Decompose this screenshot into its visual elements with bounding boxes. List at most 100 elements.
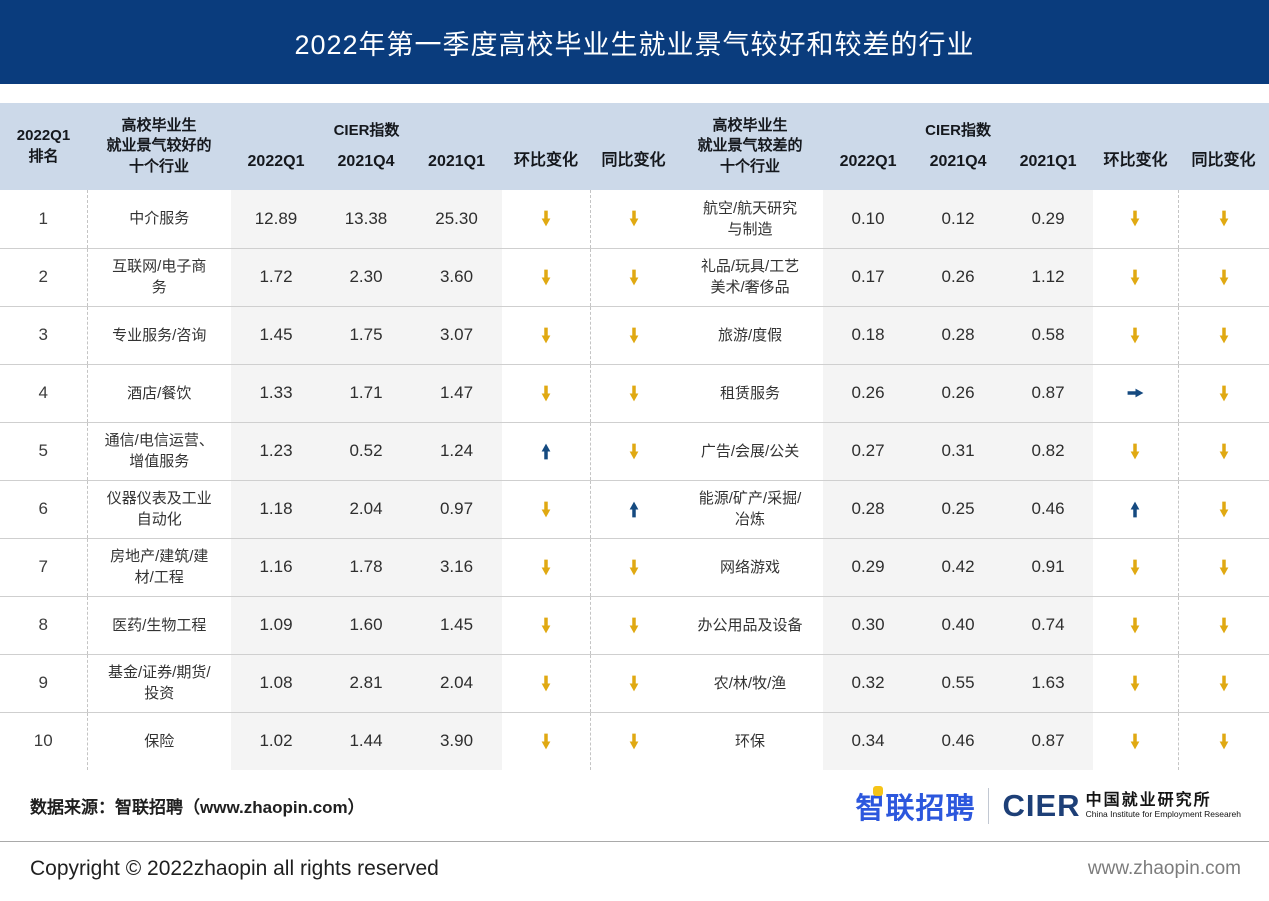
footer-source-row: 数据来源：智联招聘（www.zhaopin.com） 智联招聘 CIER 中国就…	[0, 770, 1269, 841]
cier-value-cell: 1.08	[231, 653, 321, 712]
down-arrow-icon	[1130, 210, 1140, 227]
cier-value-cell: 0.27	[823, 421, 914, 480]
good-industry-cell: 仪器仪表及工业 自动化	[86, 479, 231, 538]
year-col-header: 2021Q4	[321, 143, 411, 190]
rank-cell: 10	[0, 711, 87, 770]
table-row: 3 专业服务/咨询 1.45 1.75 3.07 旅游/度假 0.18 0.28…	[0, 305, 1269, 364]
industry-prosperity-table: 2022Q1 排名 高校毕业生 就业景气较好的 十个行业 CIER指数 环比变化…	[0, 103, 1269, 770]
yoy-change-cell	[1177, 190, 1269, 248]
good-industry-cell: 中介服务	[86, 190, 231, 248]
cier-value-cell: 1.75	[321, 305, 411, 364]
mom-change-cell	[1093, 711, 1179, 770]
cier-value-cell: 0.29	[823, 537, 914, 596]
cier-value-cell: 0.17	[823, 247, 914, 306]
down-arrow-icon	[1219, 617, 1229, 633]
bad-industry-cell: 旅游/度假	[677, 305, 824, 364]
year-col-header: 2021Q1	[1003, 143, 1094, 190]
cier-value-cell: 3.16	[411, 537, 503, 596]
cier-logo: CIER 中国就业研究所 China Institute for Employm…	[1002, 788, 1241, 824]
mom-change-cell	[1093, 305, 1179, 364]
good-industry-cell: 通信/电信运营、 增值服务	[86, 421, 231, 480]
cier-value-cell: 0.87	[1003, 711, 1094, 770]
cier-value-cell: 1.16	[231, 537, 321, 596]
cier-value-cell: 0.31	[913, 421, 1004, 480]
mom-change-cell	[1093, 537, 1179, 596]
rank-cell: 6	[0, 479, 87, 538]
mom-change-header-left: 环比变化	[502, 103, 591, 190]
cier-value-cell: 1.18	[231, 479, 321, 538]
cier-value-cell: 1.24	[411, 421, 503, 480]
down-arrow-icon	[1219, 210, 1229, 227]
cier-value-cell: 1.60	[321, 595, 411, 654]
down-arrow-icon	[629, 385, 639, 401]
mom-change-cell	[1093, 247, 1179, 306]
cier-value-cell: 0.97	[411, 479, 503, 538]
rank-cell: 2	[0, 247, 87, 306]
down-arrow-icon	[629, 617, 639, 633]
year-col-header: 2021Q1	[411, 143, 503, 190]
bad-industry-cell: 环保	[677, 711, 824, 770]
yoy-change-cell	[1177, 595, 1269, 654]
mom-change-cell	[502, 363, 591, 422]
cier-value-cell: 1.78	[321, 537, 411, 596]
cier-value-cell: 1.47	[411, 363, 503, 422]
bad-industry-cell: 农/林/牧/渔	[677, 653, 824, 712]
cier-index-group-header-right: CIER指数	[823, 103, 1094, 143]
yoy-change-cell	[1177, 653, 1269, 712]
mom-change-cell	[1093, 595, 1179, 654]
good-industry-cell: 基金/证券/期货/ 投资	[86, 653, 231, 712]
cier-value-cell: 0.32	[823, 653, 914, 712]
down-arrow-icon	[1219, 501, 1229, 517]
down-arrow-icon	[1130, 675, 1140, 691]
yoy-change-cell	[589, 421, 678, 480]
cier-value-cell: 1.23	[231, 421, 321, 480]
cier-value-cell: 0.10	[823, 190, 914, 248]
bad-industry-cell: 网络游戏	[677, 537, 824, 596]
cier-value-cell: 0.55	[913, 653, 1004, 712]
yoy-change-cell	[589, 479, 678, 538]
mom-change-cell	[1093, 421, 1179, 480]
mom-change-cell	[1093, 190, 1178, 248]
table-body: 1 中介服务 12.89 13.38 25.30 航空/航天研究 与制造 0.1…	[0, 190, 1269, 770]
mom-change-cell	[502, 305, 591, 364]
down-arrow-icon	[1219, 733, 1229, 750]
cier-value-cell: 0.74	[1003, 595, 1094, 654]
cier-value-cell: 0.18	[823, 305, 914, 364]
down-arrow-icon	[541, 269, 551, 285]
down-arrow-icon	[1130, 559, 1140, 575]
table-row: 8 医药/生物工程 1.09 1.60 1.45 办公用品及设备 0.30 0.…	[0, 595, 1269, 654]
cier-value-cell: 0.34	[823, 711, 914, 770]
cier-value-cell: 3.07	[411, 305, 503, 364]
down-arrow-icon	[541, 501, 551, 517]
yoy-change-cell	[589, 190, 678, 248]
mom-change-cell	[502, 711, 591, 770]
cier-value-cell: 1.02	[231, 711, 321, 770]
down-arrow-icon	[1219, 269, 1229, 285]
mom-change-cell	[502, 479, 591, 538]
page-title: 2022年第一季度高校毕业生就业景气较好和较差的行业	[294, 29, 975, 60]
zhaopin-logo-text: 智联招聘	[855, 792, 976, 825]
mom-change-cell	[1093, 363, 1179, 422]
good-industries-column-header: 高校毕业生 就业景气较好的 十个行业	[87, 103, 231, 190]
cier-value-cell: 1.44	[321, 711, 411, 770]
down-arrow-icon	[1130, 733, 1140, 750]
logo-group: 智联招聘 CIER 中国就业研究所 China Institute for Em…	[855, 785, 1241, 827]
good-industry-cell: 专业服务/咨询	[86, 305, 231, 364]
year-col-header: 2022Q1	[823, 143, 914, 190]
rank-cell: 7	[0, 537, 87, 596]
cier-value-cell: 0.52	[321, 421, 411, 480]
rank-cell: 4	[0, 363, 87, 422]
cier-chinese-name: 中国就业研究所	[1085, 792, 1212, 810]
cier-value-cell: 0.25	[913, 479, 1004, 538]
bad-industry-cell: 航空/航天研究 与制造	[702, 199, 798, 238]
cier-value-cell: 25.30	[411, 190, 503, 248]
up-arrow-icon	[541, 443, 551, 459]
down-arrow-icon	[541, 675, 551, 691]
cier-value-cell: 2.81	[321, 653, 411, 712]
down-arrow-icon	[1130, 269, 1140, 285]
rank-column-header: 2022Q1 排名	[0, 103, 87, 190]
table-row: 7 房地产/建筑/建 材/工程 1.16 1.78 3.16 网络游戏 0.29…	[0, 537, 1269, 596]
cier-value-cell: 0.91	[1003, 537, 1094, 596]
yoy-change-cell	[1177, 363, 1269, 422]
mom-change-cell	[1093, 479, 1179, 538]
